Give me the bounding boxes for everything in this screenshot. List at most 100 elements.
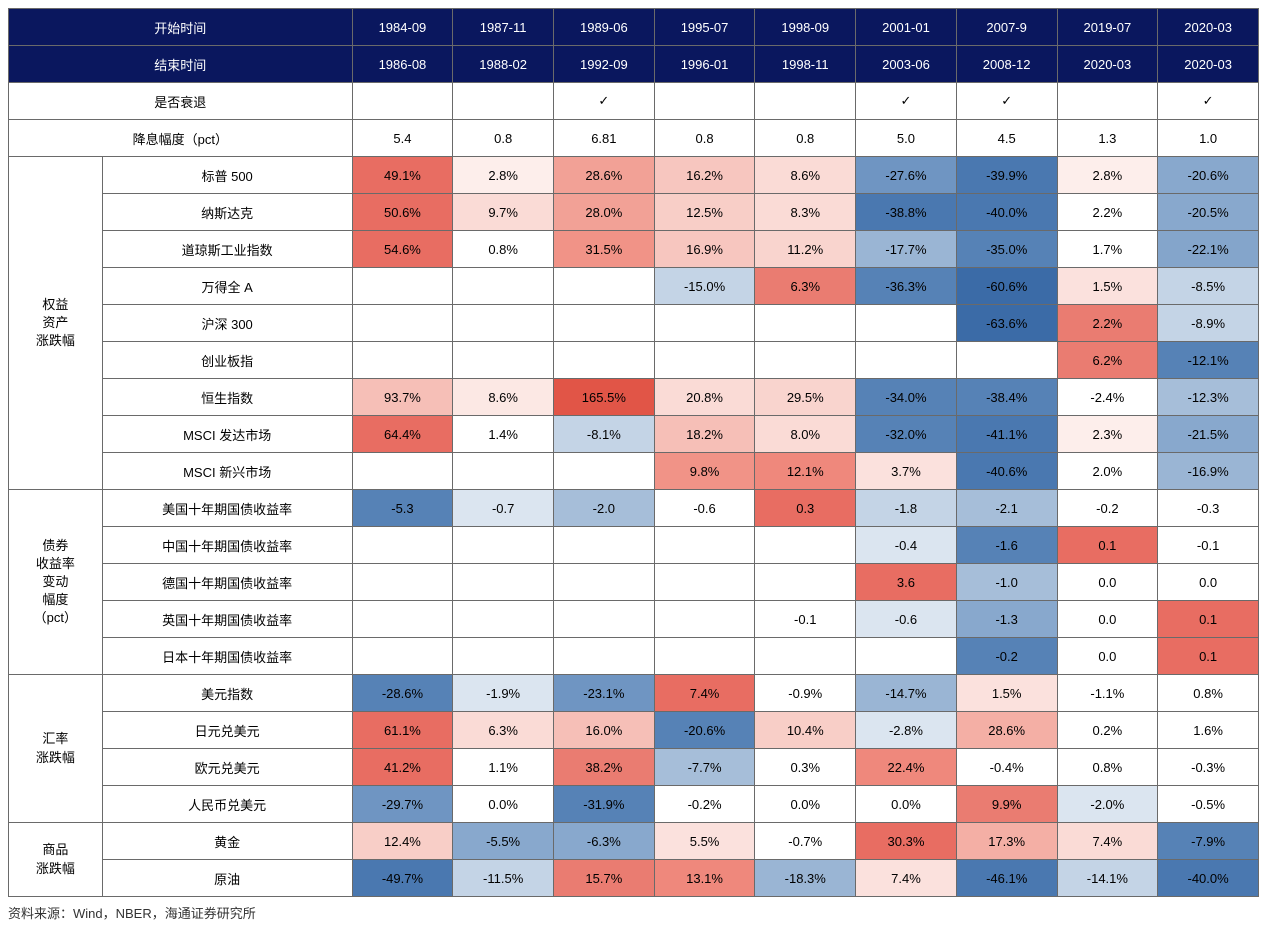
data-cell: 2.8% (453, 157, 554, 194)
header-start-label: 开始时间 (9, 9, 353, 46)
data-cell (554, 564, 655, 601)
header-start-3: 1995-07 (654, 9, 755, 46)
recession-label: 是否衰退 (9, 83, 353, 120)
data-cell: -12.1% (1158, 342, 1259, 379)
recession-cell: ✓ (956, 83, 1057, 120)
data-cell: 8.6% (755, 157, 856, 194)
data-cell: 20.8% (654, 379, 755, 416)
row-label: MSCI 新兴市场 (102, 453, 352, 490)
data-cell (755, 638, 856, 675)
data-cell: -5.5% (453, 823, 554, 860)
data-cell (453, 601, 554, 638)
data-cell: -8.5% (1158, 268, 1259, 305)
group-label: 汇率涨跌幅 (9, 675, 103, 823)
data-cell (453, 564, 554, 601)
data-cell (755, 342, 856, 379)
header-end-2: 1992-09 (554, 46, 655, 83)
data-cell: -20.6% (654, 712, 755, 749)
data-cell: 1.6% (1158, 712, 1259, 749)
data-cell: 12.1% (755, 453, 856, 490)
data-cell: -21.5% (1158, 416, 1259, 453)
data-cell (554, 305, 655, 342)
data-cell: 0.1 (1158, 601, 1259, 638)
data-cell: 0.0 (1057, 564, 1158, 601)
data-cell: -35.0% (956, 231, 1057, 268)
data-cell: -46.1% (956, 860, 1057, 897)
data-cell: -12.3% (1158, 379, 1259, 416)
data-cell: -11.5% (453, 860, 554, 897)
data-cell (554, 453, 655, 490)
data-cell: -2.4% (1057, 379, 1158, 416)
header-end-3: 1996-01 (654, 46, 755, 83)
header-start-1: 1987-11 (453, 9, 554, 46)
data-cell: -60.6% (956, 268, 1057, 305)
data-cell: -2.1 (956, 490, 1057, 527)
data-cell (352, 453, 453, 490)
data-cell: 0.8% (1057, 749, 1158, 786)
data-cell: -34.0% (856, 379, 957, 416)
data-cell (352, 342, 453, 379)
data-cell: 6.3% (755, 268, 856, 305)
data-cell: 0.8% (1158, 675, 1259, 712)
header-end-6: 2008-12 (956, 46, 1057, 83)
data-cell: -40.0% (1158, 860, 1259, 897)
data-cell: 30.3% (856, 823, 957, 860)
data-cell: 2.3% (1057, 416, 1158, 453)
data-cell: -63.6% (956, 305, 1057, 342)
data-cell (352, 527, 453, 564)
data-cell: 1.5% (956, 675, 1057, 712)
data-cell: 31.5% (554, 231, 655, 268)
data-cell: -0.4 (856, 527, 957, 564)
data-cell: 12.4% (352, 823, 453, 860)
data-cell: 0.0 (1057, 638, 1158, 675)
data-cell: -38.4% (956, 379, 1057, 416)
data-cell: -2.0 (554, 490, 655, 527)
data-cell (352, 305, 453, 342)
data-cell: 1.5% (1057, 268, 1158, 305)
data-cell: -49.7% (352, 860, 453, 897)
data-cell: 8.6% (453, 379, 554, 416)
footnote: 资料来源：Wind，NBER，海通证券研究所 (8, 903, 1259, 922)
data-cell (352, 601, 453, 638)
row-label: 恒生指数 (102, 379, 352, 416)
data-cell: -7.7% (654, 749, 755, 786)
recession-cell: ✓ (856, 83, 957, 120)
data-cell: 93.7% (352, 379, 453, 416)
data-cell: 18.2% (654, 416, 755, 453)
ratecut-cell: 0.8 (755, 120, 856, 157)
data-cell (654, 527, 755, 564)
data-cell: 38.2% (554, 749, 655, 786)
data-cell: -28.6% (352, 675, 453, 712)
data-cell (654, 601, 755, 638)
data-cell (453, 342, 554, 379)
header-start-8: 2020-03 (1158, 9, 1259, 46)
data-cell: -0.5% (1158, 786, 1259, 823)
data-cell: 1.1% (453, 749, 554, 786)
header-end-4: 1998-11 (755, 46, 856, 83)
data-cell (654, 342, 755, 379)
row-label: MSCI 发达市场 (102, 416, 352, 453)
data-cell: -16.9% (1158, 453, 1259, 490)
data-cell: 0.0% (453, 786, 554, 823)
data-cell: -1.0 (956, 564, 1057, 601)
data-cell (554, 638, 655, 675)
data-cell: -32.0% (856, 416, 957, 453)
data-cell (856, 342, 957, 379)
data-cell: -27.6% (856, 157, 957, 194)
data-cell: 0.0 (1057, 601, 1158, 638)
data-cell: -1.1% (1057, 675, 1158, 712)
data-cell: 16.9% (654, 231, 755, 268)
row-label: 欧元兑美元 (102, 749, 352, 786)
row-label: 纳斯达克 (102, 194, 352, 231)
data-cell: 28.0% (554, 194, 655, 231)
data-cell: -41.1% (956, 416, 1057, 453)
ratecut-cell: 0.8 (654, 120, 755, 157)
group-label: 权益资产涨跌幅 (9, 157, 103, 490)
data-cell (755, 305, 856, 342)
data-cell: 3.6 (856, 564, 957, 601)
data-cell: -0.4% (956, 749, 1057, 786)
data-cell (856, 305, 957, 342)
data-cell: 2.0% (1057, 453, 1158, 490)
header-start-0: 1984-09 (352, 9, 453, 46)
data-cell (755, 564, 856, 601)
